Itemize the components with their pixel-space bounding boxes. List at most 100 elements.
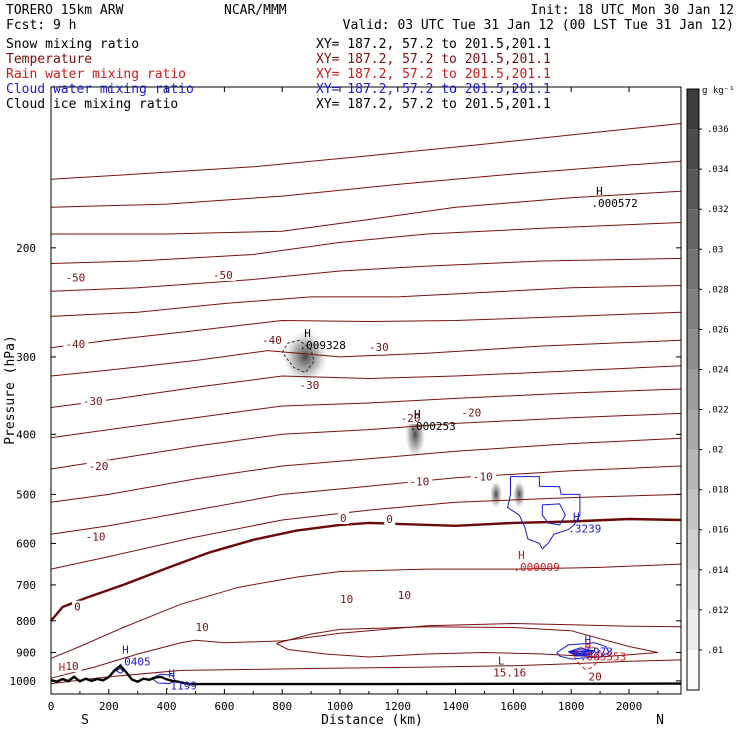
y-tick-label-3: 500 [16, 488, 36, 501]
temperature-label-bg-6 [297, 378, 323, 391]
snow-max-0 [283, 330, 328, 383]
temperature-label-12: -10 [86, 531, 106, 544]
warm-region-contour [276, 626, 659, 658]
forecast-hour: Fcst: 9 h [6, 18, 76, 33]
temperature-label-20: 20 [589, 670, 602, 683]
isotherm-9 [50, 388, 682, 439]
y-tick-label-7: 900 [16, 647, 36, 660]
colorbar-tick-label-12: .034 [707, 165, 729, 175]
extremum-marker-10: L [498, 654, 505, 667]
temperature-label-2: -40 [65, 338, 85, 351]
colorbar-tick-label-4: .018 [707, 486, 729, 496]
extremum-value-8: .1199 [164, 680, 197, 693]
y-tick-label-5: 700 [16, 579, 36, 592]
cloud-water-ring-3 [573, 650, 590, 654]
cloud-water-contours [115, 476, 610, 685]
extremum-value-10: 15.16 [493, 666, 526, 679]
colorbar-segment-0 [687, 649, 699, 690]
field-legend: Snow mixing ratio XY= 187.2, 57.2 to 201… [6, 37, 551, 112]
snow-max-3 [513, 480, 526, 509]
colorbar-tick-label-5: .02 [707, 446, 723, 456]
x-end-label-south: S [81, 713, 89, 728]
temperature-label-11: -10 [473, 471, 493, 484]
temperature-label-14: 0 [386, 513, 393, 526]
y-tick-label-6: 800 [16, 615, 36, 628]
field-label-cloud-water: Cloud water mixing ratio [6, 82, 194, 97]
colorbar-frame [686, 88, 700, 691]
temperature-label-15: 0 [74, 601, 81, 614]
extremum-marker-5: H [585, 634, 592, 647]
init-time: Init: 18 UTC Mon 30 Jan 12 [531, 3, 735, 18]
isotherm-2 [51, 190, 682, 235]
temperature-label-bg-9 [86, 460, 112, 473]
field-xy-rain: XY= 187.2, 57.2 to 201.5,201.1 [316, 67, 551, 82]
field-label-cloud-ice: Cloud ice mixing ratio [6, 97, 178, 112]
x-axis-label: Distance (km) [321, 713, 423, 728]
extremum-value-3: .3239 [568, 522, 601, 535]
temperature-label-17: 10 [398, 589, 411, 602]
colorbar-tick-label-7: .024 [707, 365, 729, 375]
temperature-label-bg-20 [586, 670, 605, 683]
extremum-value-0: .000572 [591, 197, 637, 210]
isotherm-8 [50, 365, 682, 408]
contour-labels: -50 -50 -40 -40 -30 -30 -30 -20 -20 -20 -10 -10 -10 0… [59, 185, 638, 693]
isotherm-1 [50, 160, 682, 208]
extremum-marker-0: H [596, 185, 603, 198]
x-end-label-north: N [656, 713, 664, 728]
temperature-label-bg-15 [72, 600, 84, 613]
isotherm-5 [50, 285, 682, 317]
temperature-label-bg-13 [337, 512, 349, 525]
temperature-label-bg-17 [395, 589, 414, 602]
temperature-label-9: -20 [89, 460, 109, 473]
temperature-label-bg-14 [384, 513, 396, 526]
temperature-label-18: 10 [195, 621, 208, 634]
isotherm-12 [50, 465, 682, 535]
extremum-marker-6: H [585, 639, 592, 652]
isotherm-11 [50, 437, 682, 503]
temperature-label-bg-7 [398, 412, 424, 425]
colorbar-tick-label-13: .036 [707, 125, 729, 135]
rain-contours [281, 339, 601, 671]
isotherm-15 [50, 622, 682, 679]
snow-contour-outline [281, 339, 315, 374]
y-tick-label-8: 1000 [10, 675, 37, 688]
extremum-value-2: .000253 [409, 420, 455, 433]
colorbar-unit: g kg⁻¹ [702, 86, 735, 96]
snow-max-2 [490, 480, 503, 509]
temperature-contours [50, 123, 682, 685]
temperature-label-5: -30 [83, 395, 103, 408]
temperature-label-bg-8 [459, 406, 485, 419]
temperature-label-13: 0 [340, 512, 347, 525]
temperature-label-4: -30 [369, 341, 389, 354]
rain-contour [573, 645, 601, 671]
temperature-label-bg-16 [337, 592, 356, 605]
x-tick-label-4: 800 [272, 700, 292, 713]
field-xy-temperature: XY= 187.2, 57.2 to 201.5,201.1 [316, 52, 551, 67]
x-tick-label-5: 1000 [327, 700, 354, 713]
y-axis-label: Pressure (hPa) [3, 335, 18, 445]
temperature-label-7: -20 [401, 412, 421, 425]
y-tick-label-1: 300 [16, 351, 36, 364]
colorbar-segment-14 [687, 89, 699, 130]
colorbar-tick-label-8: .026 [707, 325, 729, 335]
cloud-water-contour-upper-inner [541, 503, 566, 526]
valid-time: Valid: 03 UTC Tue 31 Jan 12 (00 LST Tue … [343, 18, 734, 33]
temperature-label-10: -10 [409, 475, 429, 488]
x-tick-label-1: 200 [99, 700, 119, 713]
colorbar-tick-label-2: .014 [707, 566, 729, 576]
colorbar-tick-label-3: .016 [707, 526, 729, 536]
extremum-marker-3: H [573, 510, 580, 523]
extremum-value-4: .000009 [513, 561, 559, 574]
colorbar-tick-label-9: .028 [707, 285, 729, 295]
temperature-label-bg-2 [63, 338, 89, 351]
colorbar-segment-7 [687, 369, 699, 410]
x-tick-label-10: 2000 [616, 700, 643, 713]
axes: 0 200 400 600 800 1000 1200 1400 1600 1800 2000200… [10, 86, 682, 713]
x-tick-label-7: 1400 [442, 700, 469, 713]
colorbar-segment-2 [687, 569, 699, 610]
colorbar-tick-label-11: .032 [707, 205, 729, 215]
isotherm-0 [50, 123, 682, 180]
extremum-marker-4: H [518, 549, 525, 562]
x-tick-label-6: 1200 [385, 700, 412, 713]
